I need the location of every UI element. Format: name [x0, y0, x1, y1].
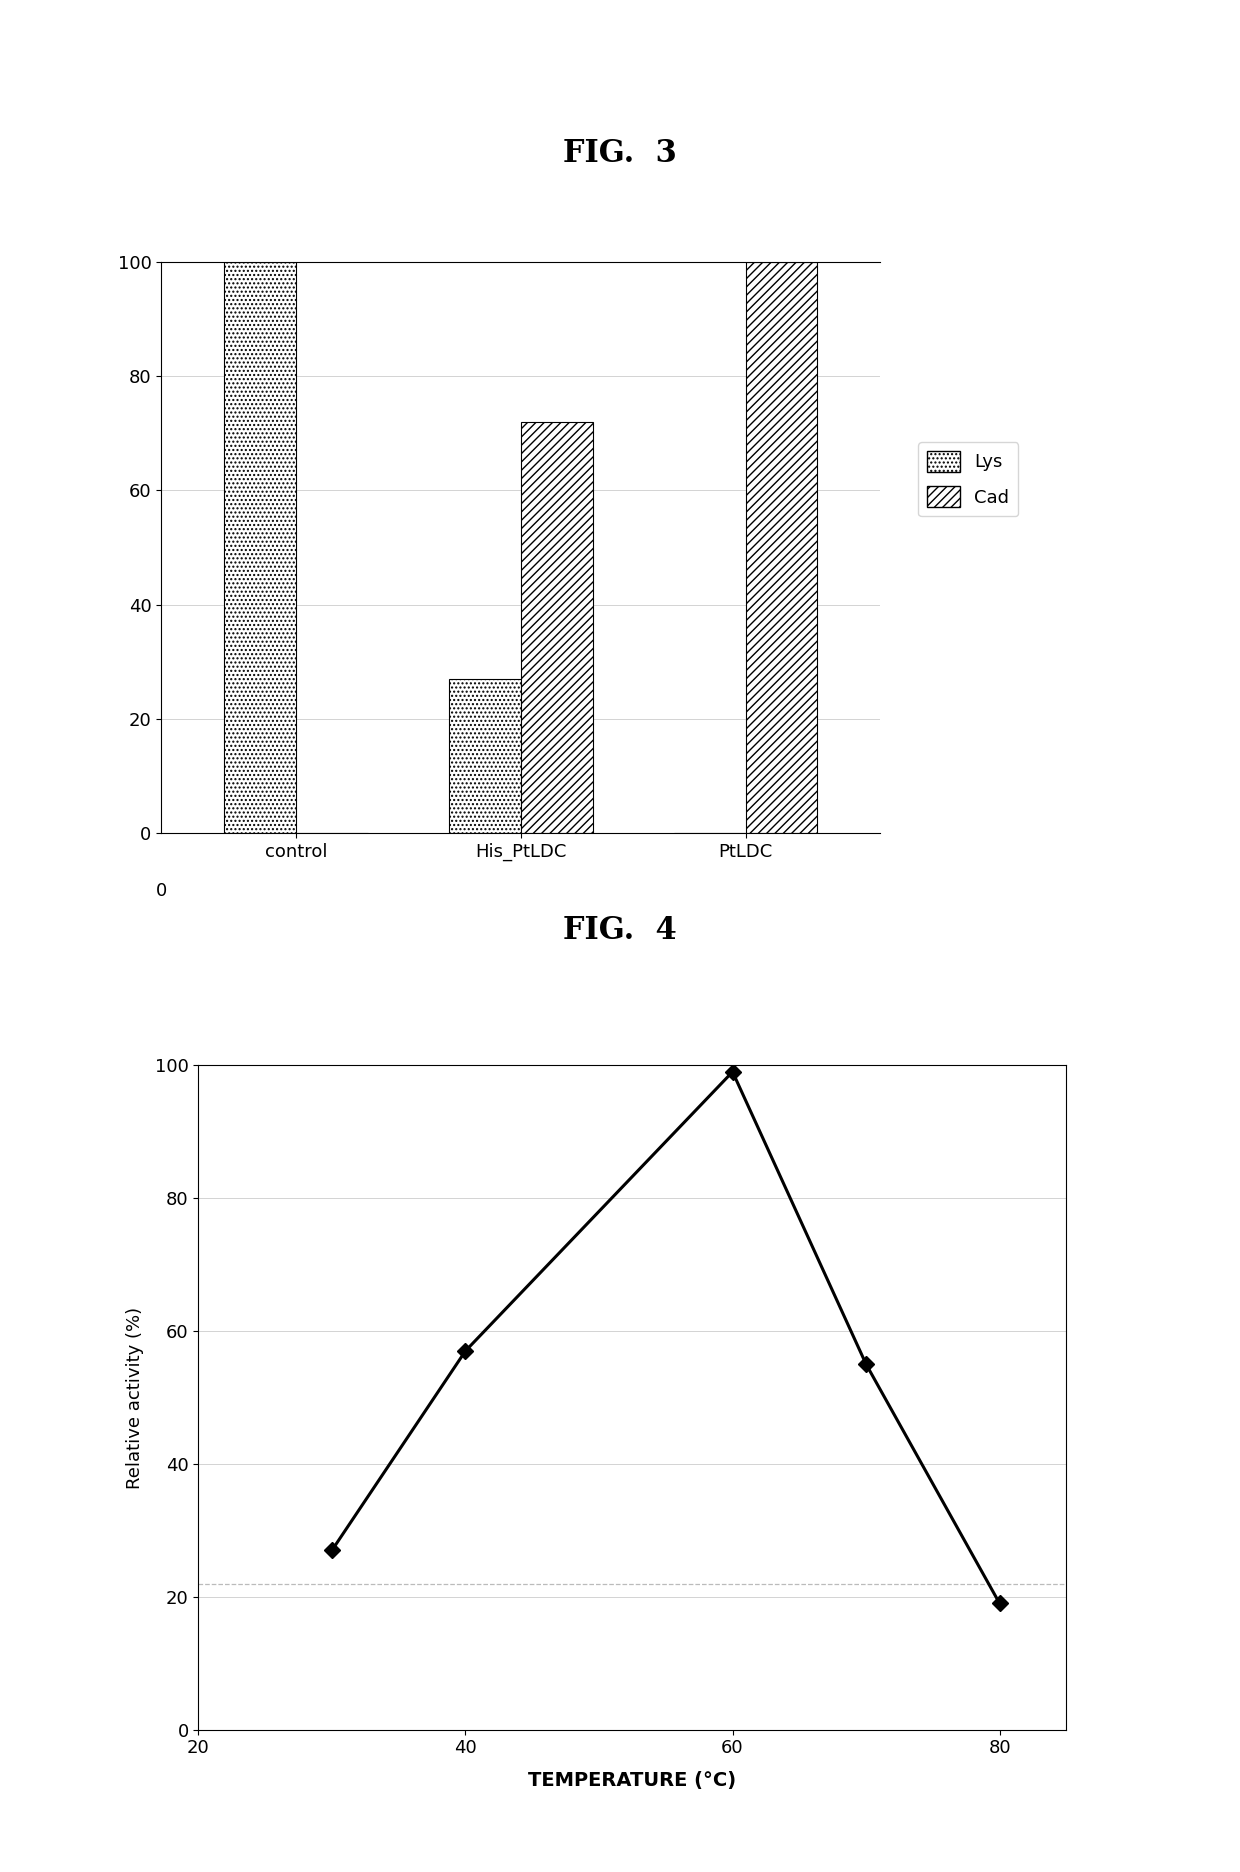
Y-axis label: Relative activity (%): Relative activity (%) [125, 1307, 144, 1488]
Bar [521, 421, 593, 833]
X-axis label: TEMPERATURE (°C): TEMPERATURE (°C) [528, 1771, 737, 1790]
Bar [224, 262, 296, 833]
Bar [745, 262, 817, 833]
Text: FIG.  3: FIG. 3 [563, 139, 677, 168]
Legend: Lys, Cad: Lys, Cad [918, 442, 1018, 517]
Text: FIG.  4: FIG. 4 [563, 915, 677, 945]
Text: 0: 0 [155, 882, 167, 900]
Bar [449, 680, 521, 833]
